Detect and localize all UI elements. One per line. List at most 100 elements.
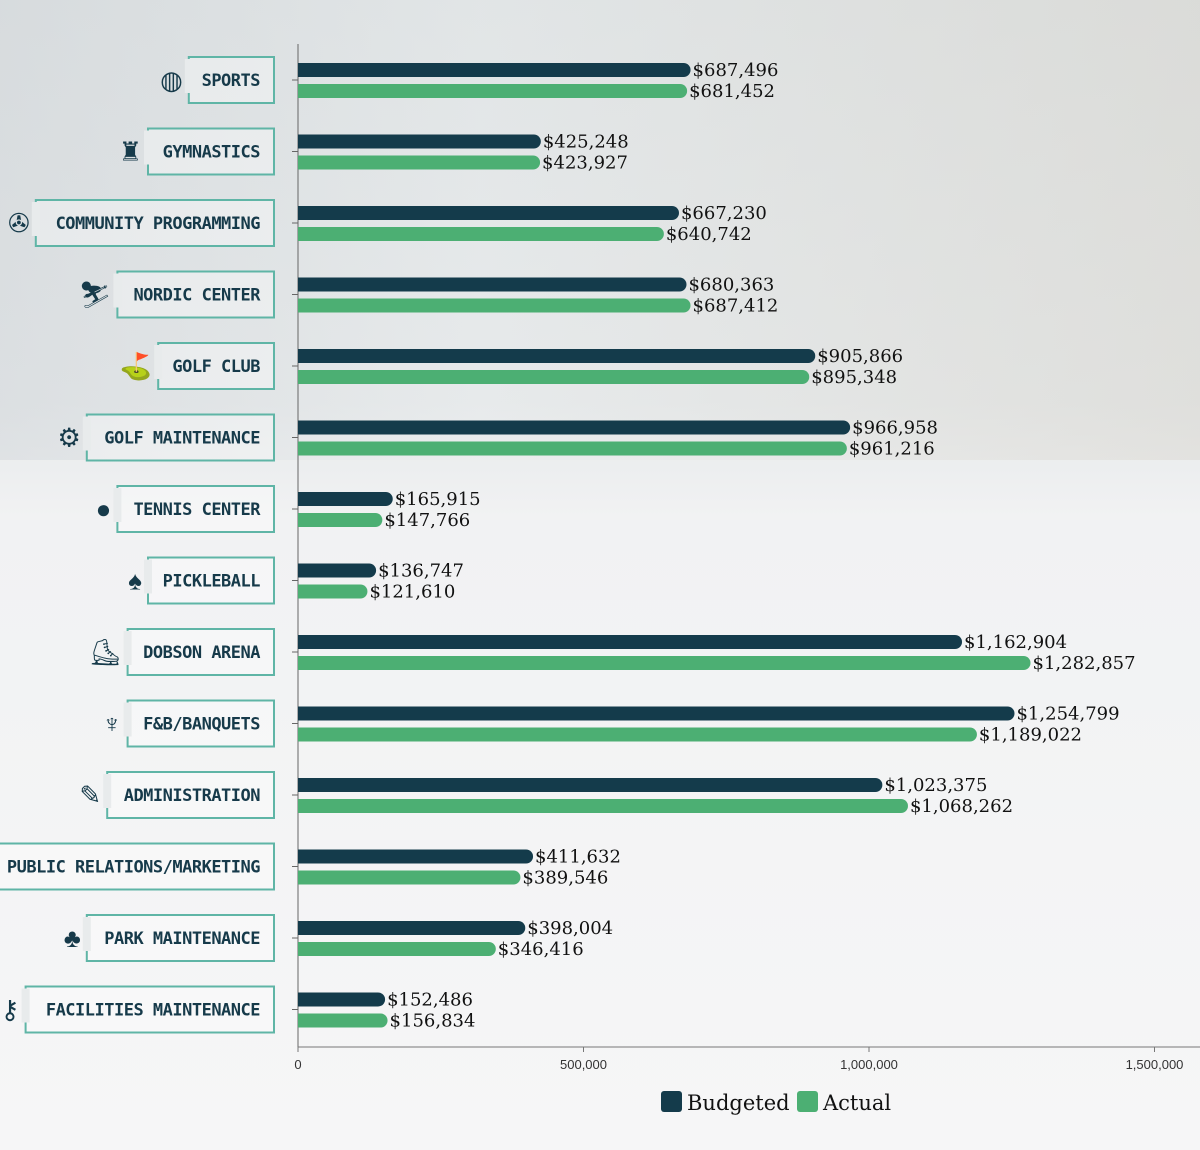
skier-icon: ⛷	[78, 280, 111, 310]
golf-flag-icon: ⛳	[120, 351, 152, 382]
actual-bar	[298, 513, 383, 527]
category-label-box	[187, 56, 275, 104]
actual-bar	[298, 1013, 388, 1028]
category-label: TENNIS CENTER	[133, 500, 261, 520]
bar-square-end	[298, 942, 306, 956]
bar-square-end	[298, 63, 306, 77]
bar-square-end	[298, 277, 306, 292]
category-box-notch	[144, 130, 152, 165]
data-label: $147,766	[384, 510, 470, 531]
bar-square-end	[298, 727, 306, 742]
category-label: DOBSON ARENA	[143, 643, 260, 663]
category-label: GOLF MAINTENANCE	[104, 429, 260, 449]
budgeted-bar	[298, 63, 691, 77]
bar-square-end	[298, 706, 306, 721]
actual-bar	[298, 298, 691, 313]
category-label: NORDIC CENTER	[133, 286, 261, 306]
category-label-box	[157, 342, 275, 390]
budgeted-bar	[298, 921, 526, 935]
bar-square-end	[298, 227, 306, 241]
budgeted-bar	[298, 277, 687, 292]
budgeted-bar	[298, 206, 679, 220]
category-label: GOLF CLUB	[172, 357, 260, 377]
bar-square-end	[298, 799, 306, 813]
actual-bar	[298, 370, 810, 384]
wine-glass-icon: ♆	[102, 709, 122, 739]
category-box-notch	[21, 988, 30, 1023]
category-label-box	[24, 985, 275, 1034]
data-label: $165,915	[395, 489, 481, 510]
bar-square-end	[298, 849, 306, 864]
legend-label-budgeted: Budgeted	[687, 1091, 790, 1115]
mower-icon: ⚙	[57, 423, 80, 453]
data-label: $687,496	[693, 60, 779, 81]
bar-square-end	[298, 513, 306, 527]
data-label: $1,254,799	[1016, 704, 1119, 725]
bar-square-end	[298, 370, 306, 384]
data-label: $681,452	[689, 81, 775, 102]
legend-swatch-budgeted	[661, 1091, 682, 1112]
category-box-notch	[123, 702, 132, 737]
data-label: $425,248	[543, 132, 629, 153]
category-label-box	[116, 270, 276, 319]
bar-square-end	[298, 298, 306, 313]
data-label: $152,486	[387, 990, 473, 1011]
actual-bar	[298, 84, 688, 98]
category-box-notch	[123, 631, 132, 665]
budgeted-bar	[298, 849, 534, 864]
category-label-box	[85, 413, 275, 462]
bar-square-end	[298, 492, 306, 506]
category-label-box	[34, 199, 275, 247]
category-label: SPORTS	[202, 71, 261, 91]
category-label: F&B/BANQUETS	[143, 715, 260, 735]
data-label: $680,363	[688, 275, 774, 296]
bar-square-end	[298, 921, 306, 935]
data-label: $667,230	[681, 203, 767, 224]
budgeted-bar	[298, 349, 816, 363]
actual-bar	[298, 155, 541, 170]
category-label: GYMNASTICS	[163, 143, 261, 163]
data-label: $423,927	[542, 153, 628, 174]
bar-square-end	[298, 155, 306, 170]
category-box-notch	[82, 416, 91, 451]
data-label: $640,742	[666, 224, 752, 245]
actual-bar	[298, 441, 847, 456]
budgeted-bar	[298, 492, 393, 506]
x-tick-label: 0	[294, 1057, 301, 1072]
bar-square-end	[298, 870, 306, 885]
data-label: $136,747	[378, 561, 464, 582]
data-label: $961,216	[849, 439, 935, 460]
legend-label-actual: Actual	[822, 1091, 891, 1115]
category-box-notch	[31, 202, 40, 236]
trees-icon: ♣	[64, 923, 81, 953]
bar-square-end	[298, 992, 306, 1007]
category-label: PARK MAINTENANCE	[104, 929, 260, 949]
bar-square-end	[298, 420, 306, 435]
bar-square-end	[298, 584, 306, 599]
category-box-notch	[154, 345, 163, 379]
category-label: COMMUNITY PROGRAMMING	[56, 214, 261, 234]
actual-bar	[298, 799, 908, 813]
data-label: $121,610	[369, 582, 455, 603]
x-tick-label: 1,000,000	[840, 1057, 898, 1072]
category-label-box	[0, 842, 276, 891]
bar-square-end	[298, 563, 306, 578]
data-label: $411,632	[535, 847, 621, 868]
category-box-notch	[113, 488, 122, 522]
data-label: $398,004	[527, 918, 613, 939]
basketball-icon: ◍	[160, 65, 183, 95]
category-label: PICKLEBALL	[163, 572, 261, 592]
budgeted-bar	[298, 563, 377, 578]
actual-bar	[298, 870, 521, 885]
actual-bar	[298, 656, 1031, 670]
data-label: $1,023,375	[884, 775, 987, 796]
film-reel-icon: ✇	[8, 208, 30, 238]
legend-swatch-actual	[797, 1091, 818, 1112]
bar-square-end	[298, 206, 306, 220]
data-label: $156,834	[390, 1011, 476, 1032]
paddle-icon: ♠	[128, 566, 142, 596]
category-label-box	[126, 699, 275, 748]
category-box-notch	[113, 273, 122, 308]
category-box-notch	[184, 59, 193, 93]
